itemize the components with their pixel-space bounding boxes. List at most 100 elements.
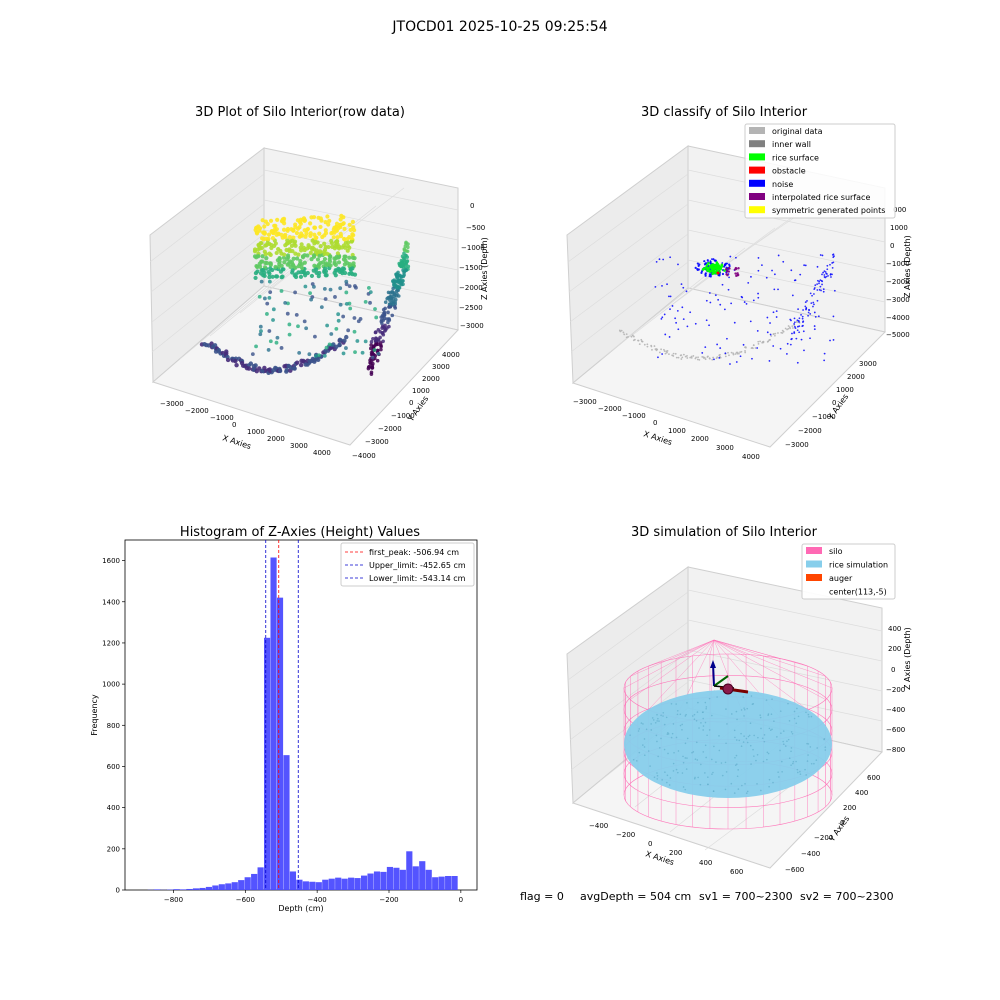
y-tick-classify-4: 1000 xyxy=(836,386,854,394)
raw-point xyxy=(262,365,267,371)
hist-bar xyxy=(354,878,361,890)
rice-sim-point xyxy=(694,776,696,779)
original-point xyxy=(625,333,628,336)
rice-sim-point xyxy=(664,771,666,773)
rice-sim-point xyxy=(663,748,666,751)
raw-point xyxy=(325,214,330,219)
y-tick-sim-4: 200 xyxy=(843,804,856,812)
x-tick-sim-5: 600 xyxy=(730,868,743,876)
legend-box-sim xyxy=(801,543,896,600)
hist-bar xyxy=(380,871,387,890)
raw-point xyxy=(347,255,352,260)
legend-label-classify: interpolated rice surface xyxy=(772,193,870,202)
raw-point xyxy=(387,318,392,322)
noise-point xyxy=(750,275,752,278)
silo-roof-line xyxy=(713,639,808,711)
rice-sim-point xyxy=(677,750,680,752)
rice-sim-point xyxy=(657,755,659,758)
tick-labels-z-sim: 400 200 0 −200 −400 −600 −800 xyxy=(886,625,905,754)
rice-sim-point xyxy=(797,715,800,718)
interpolated-point xyxy=(736,272,739,275)
y-tick-raw-6: 2000 xyxy=(422,375,440,383)
interpolated-point xyxy=(736,274,739,277)
rice-sim-point xyxy=(788,720,791,722)
z-tick-classify-5: −3000 xyxy=(886,296,910,304)
rice-sim-point xyxy=(685,713,687,716)
rice-sim-point xyxy=(656,713,658,716)
rice-surface-point xyxy=(713,266,716,270)
rice-sim-point xyxy=(793,710,796,713)
noise-point xyxy=(821,254,824,257)
rice-sim-point xyxy=(698,727,700,729)
rice-surface-point xyxy=(719,266,723,270)
rice-sim-point xyxy=(629,734,631,736)
raw-point xyxy=(290,262,295,267)
hist-bar xyxy=(432,877,439,890)
raw-point xyxy=(370,355,375,360)
raw-point xyxy=(265,312,269,316)
noise-point xyxy=(757,269,760,272)
raw-point xyxy=(299,231,304,236)
raw-point xyxy=(314,235,319,240)
raw-point xyxy=(401,282,405,287)
x-tick-classify-4: 1000 xyxy=(668,427,686,435)
x-tick-classify-5: 2000 xyxy=(691,435,709,443)
rice-sim-point xyxy=(707,776,709,778)
figure-title: JTOCD01 2025-10-25 09:25:54 xyxy=(391,19,607,35)
raw-point xyxy=(296,252,301,257)
raw-point xyxy=(264,261,270,266)
noise-point xyxy=(800,313,802,316)
raw-point xyxy=(287,332,292,337)
legend-label-sim: auger xyxy=(829,574,853,583)
raw-point xyxy=(324,273,329,278)
hist-y-tick-label: 800 xyxy=(107,722,120,730)
noise-point xyxy=(769,333,772,336)
raw-point xyxy=(299,248,304,253)
rice-sim-point xyxy=(790,764,792,766)
raw-point xyxy=(279,289,284,293)
rice-sim-point xyxy=(755,759,757,762)
raw-point xyxy=(325,323,330,328)
raw-point xyxy=(404,240,408,245)
raw-point xyxy=(303,273,308,278)
rice-sim-point xyxy=(799,770,801,773)
noise-point xyxy=(735,256,737,259)
original-point xyxy=(680,358,683,360)
x-tick-classify-6: 3000 xyxy=(716,444,734,452)
rice-sim-point xyxy=(813,762,815,765)
original-point xyxy=(663,348,665,351)
rice-sim-point xyxy=(694,758,697,760)
raw-point xyxy=(383,300,388,304)
original-point xyxy=(694,357,697,360)
raw-point xyxy=(274,274,280,279)
raw-point xyxy=(366,286,371,290)
rice-sim-point xyxy=(697,701,699,704)
rice-sim-point xyxy=(771,728,773,731)
original-point xyxy=(623,333,626,336)
noise-point xyxy=(741,296,744,299)
rice-sim-point xyxy=(712,771,714,774)
hist-x-tick-label: 0 xyxy=(459,896,463,904)
hist-bar xyxy=(264,637,271,890)
tick-labels-x-classify: −3000 −2000 −1000 0 1000 2000 3000 4000 xyxy=(573,398,760,461)
legend-label-hist: Upper_limit: -452.65 cm xyxy=(369,561,466,570)
noise-point xyxy=(709,301,712,304)
raw-point xyxy=(298,274,304,279)
status-flag: flag = 0 xyxy=(520,890,564,903)
raw-point xyxy=(345,240,351,245)
x-tick-raw-2: −1000 xyxy=(210,414,234,422)
raw-point xyxy=(319,305,324,310)
original-point xyxy=(689,356,692,359)
original-point xyxy=(706,356,709,358)
original-point xyxy=(698,358,701,361)
raw-point xyxy=(275,335,280,340)
noise-point xyxy=(811,294,813,297)
silo-roof-line xyxy=(630,639,715,677)
interpolated-point xyxy=(727,270,731,273)
raw-point xyxy=(374,315,379,320)
raw-point xyxy=(387,324,391,329)
raw-point xyxy=(264,256,269,261)
raw-point xyxy=(349,236,354,241)
raw-point xyxy=(297,350,302,355)
noise-point xyxy=(729,363,731,365)
